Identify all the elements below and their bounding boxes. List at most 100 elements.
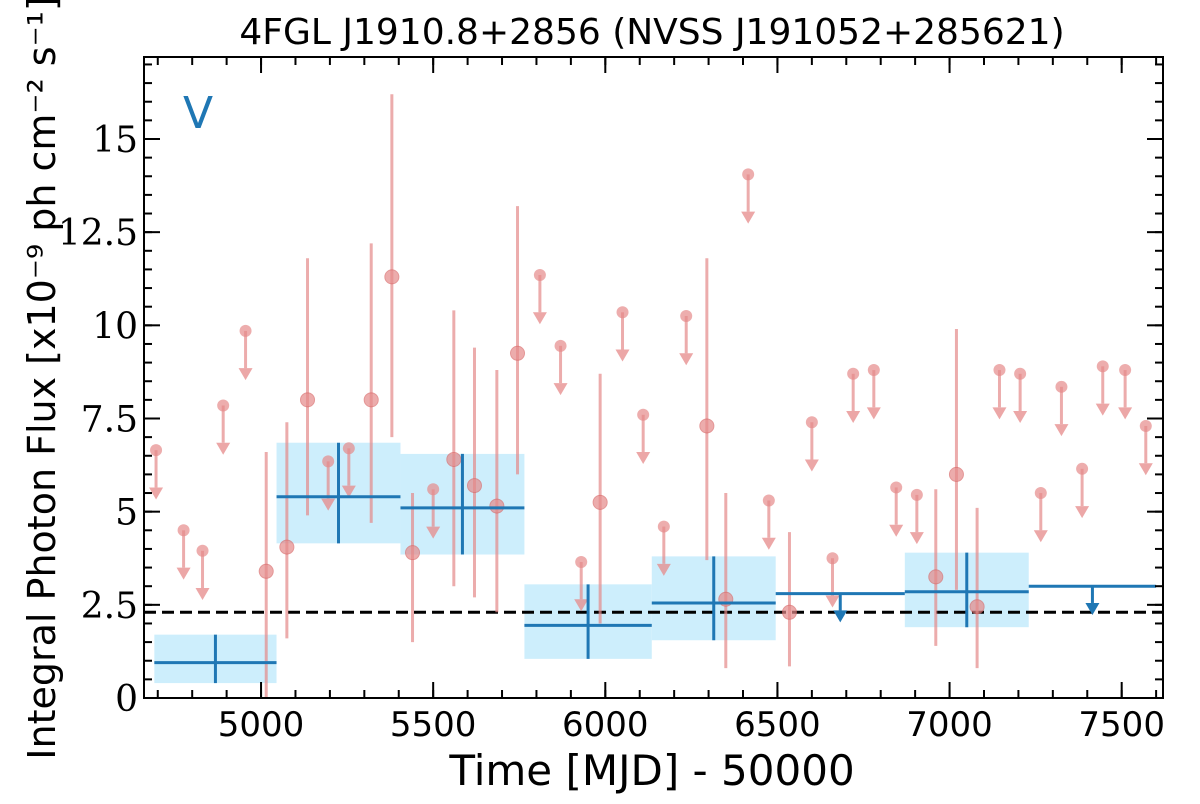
x-tick-label: 7500: [1078, 705, 1165, 745]
short-bin-upper-limit-point: [150, 444, 163, 457]
short-bin-upper-limit-arrow: [804, 459, 819, 472]
short-bin-upper-limit-arrow: [825, 595, 840, 608]
short-bin-detection-point: [405, 545, 421, 561]
y-tick-label: 7.5: [81, 399, 138, 440]
short-bin-detection-point: [781, 604, 797, 620]
y-tick-label: 2.5: [81, 586, 138, 627]
short-bin-upper-limit-arrow: [679, 353, 694, 366]
short-bin-detection-point: [466, 478, 482, 494]
short-bin-detection-point: [489, 498, 505, 514]
y-tick-label: 10: [92, 306, 138, 347]
short-bin-upper-limit-arrow: [426, 526, 441, 539]
short-bin-upper-limit-point: [867, 364, 880, 377]
y-tick-label: 5: [115, 493, 138, 534]
short-bin-upper-limit-arrow: [321, 498, 336, 511]
short-bin-upper-limit-point: [322, 455, 335, 468]
short-bin-upper-limit-point: [847, 367, 860, 380]
short-bin-upper-limit-point: [554, 339, 567, 352]
short-bin-detection-point: [928, 569, 944, 585]
x-axis-label: Time [MJD] - 50000: [448, 746, 854, 795]
short-bin-detection-point: [592, 494, 608, 510]
short-bin-upper-limit-arrow: [761, 537, 776, 550]
x-tick-label: 6500: [734, 705, 821, 745]
x-tick-label: 6000: [562, 705, 649, 745]
plot-frame: [143, 56, 1164, 699]
short-bin-upper-limit-arrow: [909, 532, 924, 545]
y-tick-label: 0: [115, 679, 138, 720]
short-bin-upper-limit-arrow: [1118, 407, 1133, 420]
short-bin-upper-limit-arrow: [195, 588, 210, 601]
long-bin-upper-limit-arrow: [1085, 602, 1100, 615]
short-bin-detection-point: [699, 418, 715, 434]
short-bin-upper-limit-arrow: [149, 487, 164, 500]
short-bin-points: [149, 94, 1153, 698]
short-bin-detection-point: [948, 466, 964, 482]
short-bin-upper-limit-arrow: [238, 368, 253, 381]
x-tick-label: 7000: [906, 705, 993, 745]
short-bin-upper-limit-arrow: [216, 442, 231, 455]
short-bin-upper-limit-point: [890, 481, 903, 494]
short-bin-upper-limit-arrow: [1075, 506, 1090, 519]
axis-ticks: 5000 5500 6000 6500 7000 7500 0 2.5 5 7.5 10 12.5 15: [58, 57, 1165, 745]
short-bin-detection-point: [969, 599, 985, 615]
short-bin-upper-limit-arrow: [1033, 530, 1048, 543]
short-bin-upper-limit-point: [762, 494, 775, 507]
long-bin-points: [154, 442, 1157, 684]
x-tick-label: 5000: [218, 705, 305, 745]
short-bin-upper-limit-point: [217, 399, 230, 412]
panel-label: V: [183, 88, 213, 139]
short-bin-upper-limit-arrow: [1138, 463, 1153, 476]
y-tick-label: 12.5: [58, 213, 138, 254]
short-bin-upper-limit-arrow: [846, 411, 861, 424]
x-tick-label: 5500: [390, 705, 477, 745]
short-bin-upper-limit-arrow: [636, 452, 651, 465]
short-bin-detection-point: [363, 392, 379, 408]
short-bin-upper-limit-point: [657, 520, 670, 533]
short-bin-upper-limit-point: [616, 306, 629, 319]
short-bin-upper-limit-point: [637, 408, 650, 421]
short-bin-upper-limit-arrow: [889, 524, 904, 537]
chart-text: 4FGL J1910.8+2856 (NVSS J191052+285621) …: [20, 0, 1065, 795]
axes-frame: [143, 56, 1164, 699]
short-bin-upper-limit-point: [177, 524, 190, 537]
short-bin-upper-limit-point: [1055, 380, 1068, 393]
short-bin-upper-limit-arrow: [341, 485, 356, 498]
short-bin-upper-limit-arrow: [532, 312, 547, 325]
short-bin-upper-limit-point: [1119, 364, 1132, 377]
short-bin-upper-limit-point: [196, 544, 209, 557]
short-bin-upper-limit-arrow: [574, 599, 589, 612]
short-bin-upper-limit-point: [680, 310, 693, 323]
short-bin-upper-limit-arrow: [992, 407, 1007, 420]
short-bin-upper-limit-arrow: [656, 563, 671, 576]
short-bin-upper-limit-point: [1096, 360, 1109, 373]
short-bin-upper-limit-arrow: [615, 349, 630, 362]
short-bin-upper-limit-arrow: [176, 567, 191, 580]
short-bin-detection-point: [279, 539, 295, 555]
short-bin-upper-limit-point: [533, 269, 546, 282]
short-bin-upper-limit-point: [742, 168, 755, 181]
short-bin-upper-limit-arrow: [553, 383, 568, 396]
short-bin-upper-limit-point: [826, 552, 839, 565]
short-bin-detection-point: [300, 392, 316, 408]
short-bin-upper-limit-arrow: [741, 211, 756, 224]
short-bin-detection-point: [258, 563, 274, 579]
y-tick-label: 15: [92, 120, 138, 161]
short-bin-upper-limit-arrow: [866, 407, 881, 420]
y-axis-label: Integral Photon Flux [x10⁻⁹ ph cm⁻² s⁻¹]: [20, 0, 64, 760]
short-bin-upper-limit-arrow: [1013, 411, 1028, 424]
short-bin-upper-limit-point: [1139, 419, 1152, 432]
chart-title: 4FGL J1910.8+2856 (NVSS J191052+285621): [239, 12, 1064, 53]
short-bin-upper-limit-point: [427, 483, 440, 496]
short-bin-detection-point: [446, 451, 462, 467]
short-bin-upper-limit-point: [910, 488, 923, 501]
short-bin-upper-limit-arrow: [1054, 424, 1069, 437]
short-bin-upper-limit-arrow: [1095, 403, 1110, 416]
short-bin-upper-limit-point: [805, 416, 818, 429]
long-bin-upper-limit-arrow: [833, 610, 848, 623]
short-bin-upper-limit-point: [239, 324, 252, 337]
short-bin-upper-limit-point: [993, 364, 1006, 377]
short-bin-upper-limit-point: [575, 555, 588, 568]
short-bin-detection-point: [384, 269, 400, 285]
